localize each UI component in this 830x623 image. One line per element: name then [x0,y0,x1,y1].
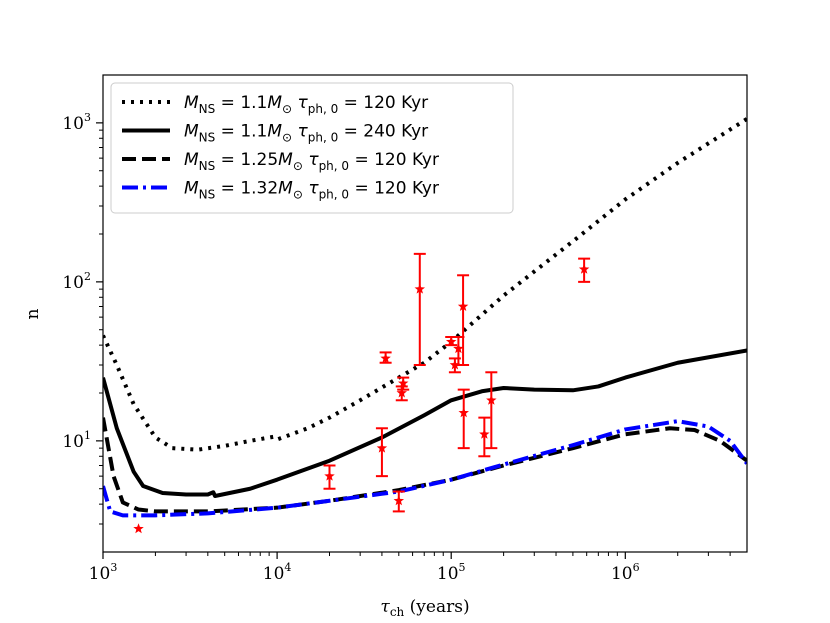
legend: MNS = 1.1M⊙ τph, 0 = 120 Kyr MNS = 1.1M⊙ … [110,82,514,214]
curves-layer [103,117,747,518]
observation-8 [413,252,426,367]
legend-label-4: MNS = 1.32M⊙ τph, 0 = 120 Kyr [184,179,439,202]
x-tick-label-4: 106 [611,561,640,584]
observation-13 [457,388,470,450]
legend-label-3: MNS = 1.25M⊙ τph, 0 = 120 Kyr [184,150,439,173]
legend-label-2: MNS = 1.1M⊙ τph, 0 = 240 Kyr [184,122,428,145]
star-marker [486,394,497,405]
observation-14 [478,416,491,458]
observation-12 [457,274,470,367]
observations-layer [133,252,591,534]
star-marker [457,300,469,311]
ticks-layer: 103 104 105 106 101 102 103 [62,111,731,584]
y-tick-label-1: 101 [62,429,91,452]
star-marker [393,495,405,506]
x-tick-label-3: 105 [437,561,466,584]
star-marker [414,283,426,294]
y-axis-label: n [23,308,43,319]
observation-3 [375,427,388,478]
star-marker [578,263,590,274]
observation-4 [379,351,392,364]
star-marker [453,343,464,354]
star-marker [324,470,335,481]
legend-label-1: MNS = 1.1M⊙ τph, 0 = 120 Kyr [184,93,428,116]
y-tick-label-2: 102 [62,270,91,293]
x-tick-label-1: 103 [89,561,118,584]
star-marker [397,377,409,388]
x-axis-label: τch (years) [380,597,469,619]
observation-1 [133,523,144,534]
star-marker [133,523,144,534]
observation-16 [578,257,591,283]
star-marker [380,352,391,363]
series-line-2 [103,348,747,498]
plot-frame [102,74,748,553]
x-tick-label-2: 104 [263,561,292,584]
observation-7 [397,376,410,391]
star-marker [445,336,457,347]
observation-15 [485,371,498,450]
star-marker [479,428,490,439]
observation-5 [392,490,405,513]
legend-box [110,82,514,214]
star-marker [458,407,469,418]
star-marker [376,442,388,453]
series-line-4 [103,419,747,518]
star-marker [396,387,407,398]
y-tick-label-3: 103 [62,111,91,134]
observation-2 [323,464,336,490]
series-line-3 [103,417,747,514]
